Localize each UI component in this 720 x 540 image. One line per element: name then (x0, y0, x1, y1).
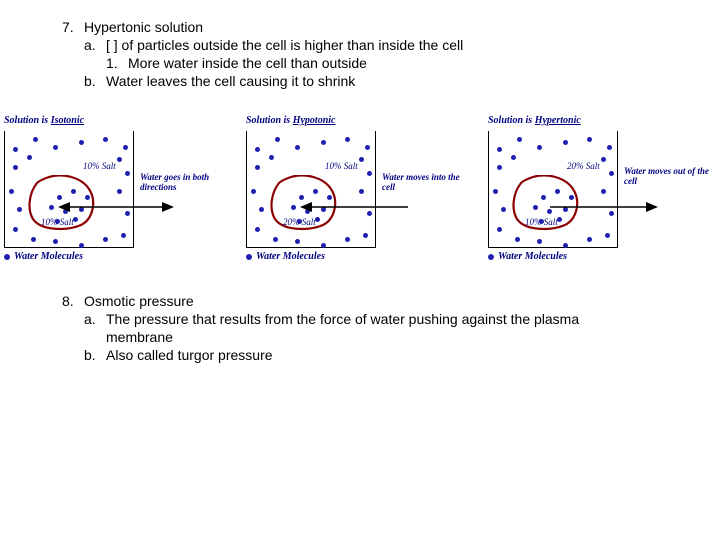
water-dot (537, 239, 542, 244)
item8-a: a. (84, 311, 96, 327)
item7-b-text: Water leaves the cell causing it to shri… (106, 73, 355, 89)
diagram-title: Solution is Hypotonic (246, 115, 335, 126)
arrow-label: Water moves into the cell (382, 173, 472, 193)
water-dot (291, 205, 296, 210)
diagrams-row: Solution is Isotonic 10% Salt 10% Salt Wate… (0, 115, 720, 270)
outer-salt-label: 20% Salt (567, 161, 600, 171)
water-dot (123, 145, 128, 150)
legend: Water Molecules (246, 251, 325, 262)
water-dot (493, 189, 498, 194)
legend-dot-icon (488, 254, 494, 260)
water-dot (563, 140, 568, 145)
legend-text: Water Molecules (14, 251, 83, 262)
water-dot (259, 207, 264, 212)
item8-num: 8. (62, 293, 74, 309)
legend-text: Water Molecules (498, 251, 567, 262)
item7-a1: 1. (106, 55, 118, 71)
water-dot (601, 157, 606, 162)
water-dot (359, 157, 364, 162)
water-dot (79, 140, 84, 145)
water-dot (515, 237, 520, 242)
water-dot (121, 233, 126, 238)
water-dot (587, 237, 592, 242)
water-dot (255, 147, 260, 152)
water-dot (103, 137, 108, 142)
water-dot (563, 243, 568, 248)
water-dot (269, 155, 274, 160)
water-dot (363, 233, 368, 238)
water-dot (607, 145, 612, 150)
water-dot (27, 155, 32, 160)
water-dot (33, 137, 38, 142)
diagram-0: Solution is Isotonic10% Salt10% SaltWate… (0, 115, 236, 270)
water-dot (103, 237, 108, 242)
legend-dot-icon (246, 254, 252, 260)
item7-a1-text: More water inside the cell than outside (128, 55, 367, 71)
water-dot (13, 227, 18, 232)
water-dot (295, 145, 300, 150)
water-dot (501, 207, 506, 212)
water-dot (533, 205, 538, 210)
water-dot (17, 207, 22, 212)
water-dot (345, 137, 350, 142)
water-dot (517, 137, 522, 142)
arrow-label: Water goes in both directions (140, 173, 230, 193)
legend: Water Molecules (4, 251, 83, 262)
diagram-title: Solution is Isotonic (4, 115, 84, 126)
water-dot (511, 155, 516, 160)
water-dot (587, 137, 592, 142)
item7-title: Hypertonic solution (84, 19, 203, 35)
water-dot (49, 205, 54, 210)
water-dot (31, 237, 36, 242)
diagram-1: Solution is Hypotonic10% Salt20% SaltWat… (242, 115, 478, 270)
water-dot (497, 165, 502, 170)
item7-b: b. (84, 73, 96, 89)
water-dot (497, 147, 502, 152)
water-dot (53, 239, 58, 244)
water-dot (365, 145, 370, 150)
arrow-label: Water moves out of the cell (624, 167, 714, 187)
legend-dot-icon (4, 254, 10, 260)
water-dot (321, 243, 326, 248)
item7-a-text: [ ] of particles outside the cell is hig… (106, 37, 463, 53)
item7-num: 7. (62, 19, 74, 35)
water-dot (117, 157, 122, 162)
legend: Water Molecules (488, 251, 567, 262)
water-dot (13, 147, 18, 152)
outer-salt-label: 10% Salt (83, 161, 116, 171)
water-dot (255, 227, 260, 232)
water-dot (497, 227, 502, 232)
water-dot (53, 145, 58, 150)
item8-a-text: The pressure that results from the force… (106, 311, 579, 345)
item8-b-text: Also called turgor pressure (106, 347, 273, 363)
water-dot (321, 140, 326, 145)
water-dot (125, 171, 130, 176)
water-dot (13, 165, 18, 170)
diagram-2: Solution is Hypertonic20% Salt10% SaltWa… (484, 115, 720, 270)
water-dot (79, 243, 84, 248)
water-dot (605, 233, 610, 238)
item8-b: b. (84, 347, 96, 363)
legend-text: Water Molecules (256, 251, 325, 262)
diagram-title: Solution is Hypertonic (488, 115, 581, 126)
water-dot (251, 189, 256, 194)
water-dot (295, 239, 300, 244)
water-dot (255, 165, 260, 170)
item7-a: a. (84, 37, 96, 53)
outer-salt-label: 10% Salt (325, 161, 358, 171)
water-dot (609, 171, 614, 176)
water-dot (367, 171, 372, 176)
water-dot (537, 145, 542, 150)
water-dot (273, 237, 278, 242)
water-dot (345, 237, 350, 242)
water-dot (9, 189, 14, 194)
item8-title: Osmotic pressure (84, 293, 194, 309)
water-dot (275, 137, 280, 142)
